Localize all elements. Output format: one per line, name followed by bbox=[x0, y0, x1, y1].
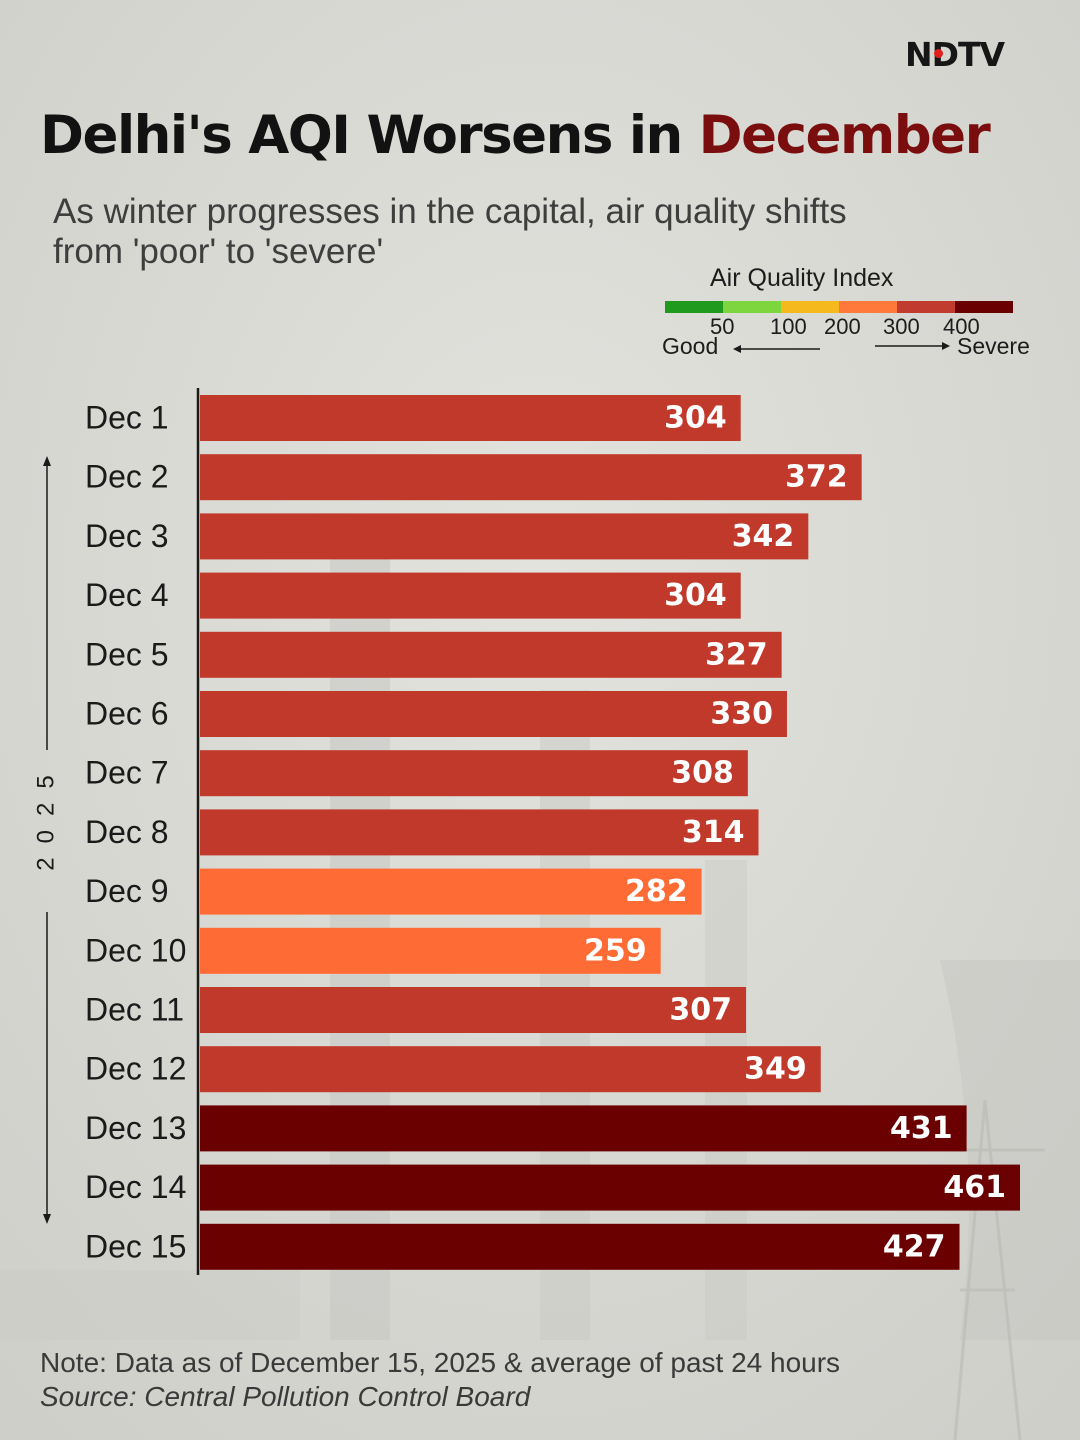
bar-dec-13 bbox=[200, 1105, 967, 1152]
value-label-dec-14: 461 bbox=[943, 1170, 1006, 1205]
year-axis: 2025 bbox=[32, 456, 59, 1224]
aqi-bar-chart: 2025 304 Dec 1 372 Dec 2 342 Dec 3 304 Dec 4 327… bbox=[32, 388, 1020, 1275]
arrow-up-icon bbox=[43, 456, 51, 466]
category-label-dec-10: Dec 10 bbox=[85, 932, 186, 968]
year-label: 2025 bbox=[32, 761, 59, 870]
category-label-dec-5: Dec 5 bbox=[85, 636, 169, 672]
bar-dec-14 bbox=[200, 1164, 1020, 1211]
category-label-dec-4: Dec 4 bbox=[85, 577, 169, 613]
value-label-dec-10: 259 bbox=[584, 933, 647, 968]
value-label-dec-11: 307 bbox=[669, 993, 732, 1028]
value-label-dec-9: 282 bbox=[625, 874, 688, 909]
ndtv-logo: NDTV bbox=[905, 35, 1005, 74]
value-label-dec-7: 308 bbox=[671, 756, 734, 791]
category-label-dec-6: Dec 6 bbox=[85, 695, 169, 731]
bar-dec-1 bbox=[200, 395, 741, 441]
title-highlight: December bbox=[698, 105, 991, 166]
title-main: Delhi's AQI Worsens in bbox=[40, 105, 683, 166]
value-label-dec-2: 372 bbox=[785, 460, 848, 495]
bar-dec-2 bbox=[200, 454, 862, 501]
page-title: Delhi's AQI Worsens in December bbox=[40, 100, 991, 172]
value-label-dec-12: 349 bbox=[744, 1052, 807, 1087]
bar-dec-12 bbox=[200, 1046, 821, 1093]
category-label-dec-15: Dec 15 bbox=[85, 1228, 186, 1264]
category-label-dec-1: Dec 1 bbox=[85, 399, 169, 435]
value-label-dec-1: 304 bbox=[664, 401, 727, 436]
category-label-dec-7: Dec 7 bbox=[85, 755, 169, 791]
bar-dec-9 bbox=[200, 868, 702, 915]
category-label-dec-3: Dec 3 bbox=[85, 518, 169, 554]
value-label-dec-3: 342 bbox=[732, 519, 795, 554]
value-label-dec-8: 314 bbox=[682, 815, 745, 850]
value-label-dec-15: 427 bbox=[883, 1229, 946, 1264]
source-credit: Source: Central Pollution Control Board bbox=[40, 1381, 531, 1412]
bar-dec-5 bbox=[200, 631, 782, 678]
bar-dec-3 bbox=[200, 513, 809, 560]
category-label-dec-14: Dec 14 bbox=[85, 1169, 186, 1205]
bar-dec-4 bbox=[200, 572, 741, 619]
category-label-dec-12: Dec 12 bbox=[85, 1051, 186, 1087]
arrow-down-icon bbox=[43, 1214, 51, 1224]
bar-dec-15 bbox=[200, 1223, 960, 1270]
category-label-dec-2: Dec 2 bbox=[85, 459, 169, 495]
category-label-dec-9: Dec 9 bbox=[85, 873, 169, 909]
bar-dec-6 bbox=[200, 691, 787, 737]
category-label-dec-11: Dec 11 bbox=[85, 991, 184, 1027]
logo-red-dot bbox=[934, 49, 943, 58]
category-label-dec-8: Dec 8 bbox=[85, 814, 169, 850]
value-label-dec-4: 304 bbox=[664, 578, 727, 613]
bar-dec-7 bbox=[200, 750, 748, 797]
value-label-dec-5: 327 bbox=[705, 637, 768, 672]
bar-dec-10 bbox=[200, 927, 661, 974]
value-label-dec-13: 431 bbox=[890, 1111, 953, 1146]
category-label-dec-13: Dec 13 bbox=[85, 1110, 186, 1146]
value-label-dec-6: 330 bbox=[710, 697, 773, 732]
subtitle: As winter progresses in the capital, air… bbox=[53, 192, 847, 271]
bar-dec-8 bbox=[200, 809, 759, 856]
footnote: Note: Data as of December 15, 2025 & ave… bbox=[40, 1347, 841, 1378]
bar-dec-11 bbox=[200, 987, 747, 1033]
bars-group: 304 Dec 1 372 Dec 2 342 Dec 3 304 Dec 4 327 Dec 5… bbox=[85, 395, 1020, 1270]
